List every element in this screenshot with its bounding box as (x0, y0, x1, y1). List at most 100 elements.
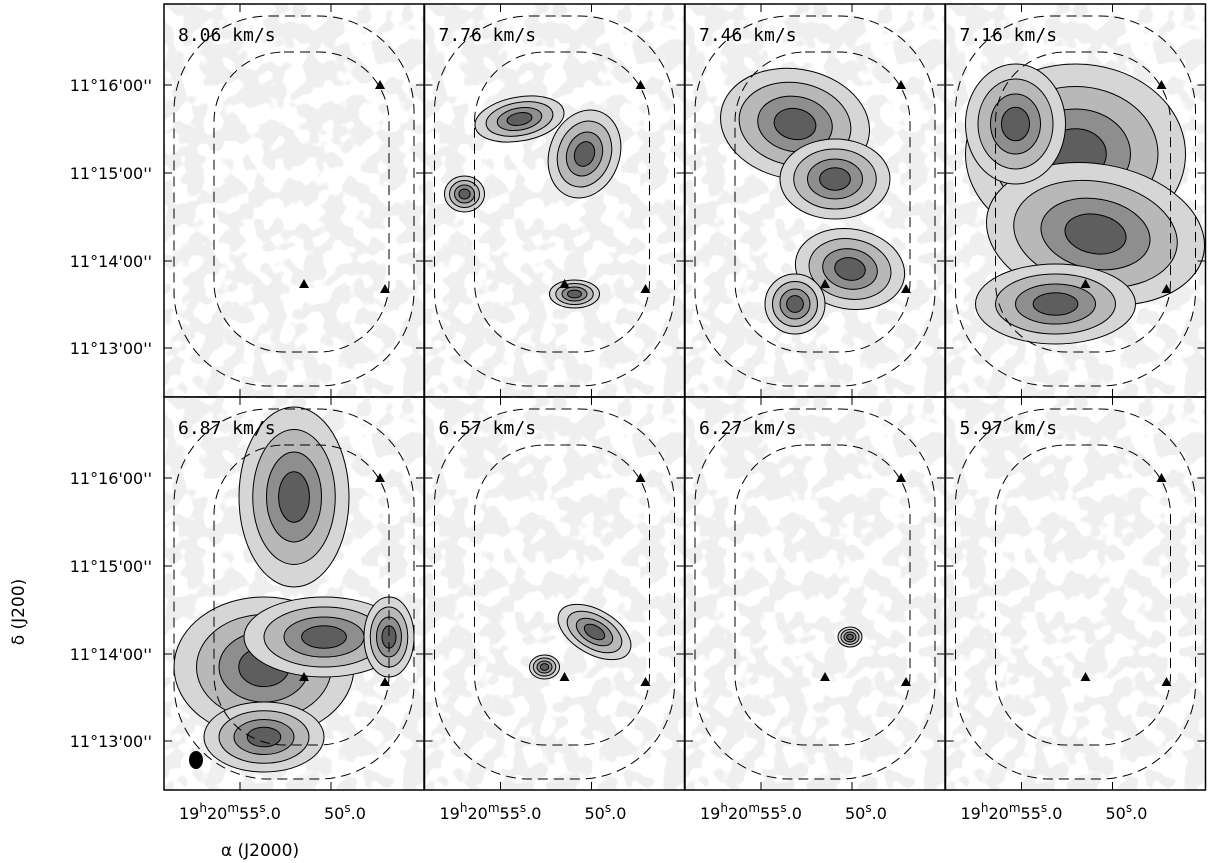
intensity-contour (539, 663, 550, 671)
emission-blob (474, 95, 565, 143)
y-tick-label: 11°14'00'' (70, 645, 152, 664)
axis-ticks (424, 397, 685, 790)
channel-panel: 7.76 km/s (423, 3, 686, 398)
source-marker (896, 80, 906, 89)
outer-beam-contour (173, 408, 415, 780)
emission-blob (203, 701, 325, 773)
intensity-contour (1064, 213, 1127, 255)
velocity-label: 5.97 km/s (960, 418, 1058, 439)
source-marker (820, 672, 830, 681)
velocity-label: 6.87 km/s (178, 418, 276, 439)
emission-blob (529, 654, 560, 680)
source-marker (901, 284, 911, 293)
y-tick-label: 11°14'00'' (70, 252, 152, 271)
outer-beam-contour (694, 408, 936, 780)
noise-background (164, 4, 424, 397)
intensity-contour (1001, 106, 1030, 142)
x-axis-label: α (J2000) (221, 841, 299, 861)
source-marker (640, 284, 651, 293)
inner-beam-contour (734, 444, 911, 746)
source-marker (380, 677, 390, 686)
source-marker (1080, 672, 1091, 681)
intensity-contour (573, 141, 596, 167)
y-axis-label: δ (J200) (9, 579, 29, 646)
emission-blob (837, 626, 863, 648)
source-marker (559, 279, 570, 288)
inner-beam-contour (995, 51, 1171, 353)
emission-blob (557, 603, 632, 661)
source-marker (635, 80, 646, 89)
source-marker (901, 677, 911, 686)
emission-blob (794, 227, 906, 311)
channel-panel: 6.57 km/s (423, 396, 686, 791)
y-tick-label: 11°16'00'' (70, 469, 152, 488)
emission-blob (965, 63, 1066, 185)
emission-blob (764, 273, 826, 335)
axis-ticks (945, 4, 1206, 397)
emission-blob (549, 279, 600, 309)
intensity-contour (834, 257, 866, 281)
source-marker (640, 677, 651, 686)
source-marker (1161, 677, 1172, 686)
outer-beam-contour (955, 408, 1196, 780)
y-tick-label: 11°13'00'' (70, 732, 152, 751)
x-tick-label: 19h20m55s.0 (179, 801, 281, 823)
x-tick-label: 19h20m55s.0 (700, 801, 802, 823)
intensity-contour (583, 623, 606, 641)
noise-background (424, 397, 685, 790)
channel-panel: 7.46 km/s (684, 3, 946, 398)
intensity-contour (458, 188, 471, 200)
x-tick-label: 50s.0 (1106, 801, 1148, 823)
emission-blob (444, 175, 485, 213)
y-tick-labels: 11°16'00'' 11°15'00'' 11°14'00'' 11°13'00''… (70, 76, 152, 751)
intensity-contour (1032, 292, 1079, 316)
intensity-contour (567, 289, 582, 299)
emission-blob (363, 596, 415, 678)
intensity-contour (773, 107, 817, 141)
velocity-label: 6.57 km/s (439, 418, 537, 439)
axis-ticks (945, 397, 1206, 790)
inner-beam-contour (734, 51, 911, 353)
emission-blob (779, 138, 891, 220)
source-marker (380, 284, 390, 293)
outer-beam-contour (694, 15, 936, 387)
inner-beam-contour (213, 444, 390, 746)
y-tick-label: 11°15'00'' (70, 164, 152, 183)
source-marker (299, 279, 309, 288)
inner-beam-contour (474, 51, 650, 353)
y-tick-label: 11°15'00'' (70, 557, 152, 576)
velocity-label: 7.76 km/s (439, 25, 537, 46)
source-marker (1156, 473, 1167, 482)
channel-panel: 5.97 km/s (944, 396, 1207, 791)
outer-beam-contour (173, 15, 415, 387)
inner-beam-contour (995, 444, 1171, 746)
x-tick-label: 50s.0 (845, 801, 887, 823)
axis-ticks (424, 4, 685, 397)
emission-blob (238, 406, 350, 588)
source-marker (299, 672, 309, 681)
intensity-contour (246, 726, 282, 748)
x-tick-label: 50s.0 (324, 801, 366, 823)
channel-panels: 8.06 km/s 7.76 km/s 7.46 km/s 7.16 km/s 6.87… (70, 3, 1207, 823)
inner-beam-contour (213, 51, 390, 353)
noise-background (945, 397, 1206, 790)
axis-ticks (685, 4, 945, 397)
axis-ticks (685, 397, 945, 790)
velocity-label: 6.27 km/s (699, 418, 797, 439)
channel-panel: 6.27 km/s (684, 396, 946, 791)
outer-beam-contour (434, 15, 675, 387)
intensity-contour (819, 167, 851, 191)
source-marker (559, 672, 570, 681)
source-marker (375, 473, 385, 482)
axis-ticks (164, 4, 424, 397)
y-tick-label: 11°16'00'' (70, 76, 152, 95)
y-tick-label: 11°13'00'' (70, 339, 152, 358)
intensity-contour (278, 471, 310, 523)
intensity-contour (846, 633, 854, 641)
figure-axes: α (J2000) δ (J200) (9, 579, 299, 861)
source-marker (896, 473, 906, 482)
outer-beam-contour (434, 408, 675, 780)
velocity-label: 7.46 km/s (699, 25, 797, 46)
intensity-contour (301, 625, 347, 649)
